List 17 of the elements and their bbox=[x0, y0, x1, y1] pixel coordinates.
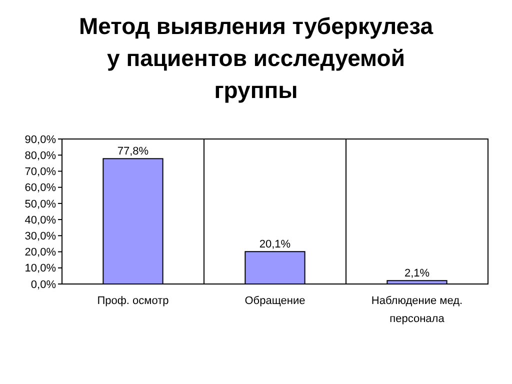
chart-title: Метод выявления туберкулеза у пациентов исследуемой группы bbox=[78, 13, 434, 103]
y-tick-label: 20,0% bbox=[24, 246, 56, 259]
y-tick-label: 0,0% bbox=[30, 278, 56, 291]
x-tick-label: Наблюдение мед. персонала bbox=[371, 295, 463, 325]
data-label: 2,1% bbox=[404, 268, 430, 280]
x-tick-label: Проф. осмотр bbox=[97, 295, 169, 307]
y-tick-label: 80,0% bbox=[24, 150, 56, 162]
y-tick-label: 10,0% bbox=[24, 262, 56, 275]
y-tick-label: 40,0% bbox=[24, 214, 56, 226]
data-label: 77,8% bbox=[117, 146, 149, 158]
data-label: 20,1% bbox=[259, 238, 291, 251]
y-tick-label: 70,0% bbox=[24, 166, 56, 178]
y-tick-label: 50,0% bbox=[24, 198, 56, 210]
x-tick-label: Обращение bbox=[244, 295, 306, 307]
y-tick-label: 30,0% bbox=[24, 230, 56, 243]
y-tick-label: 90,0% bbox=[24, 134, 56, 146]
y-tick-label: 60,0% bbox=[24, 182, 56, 194]
